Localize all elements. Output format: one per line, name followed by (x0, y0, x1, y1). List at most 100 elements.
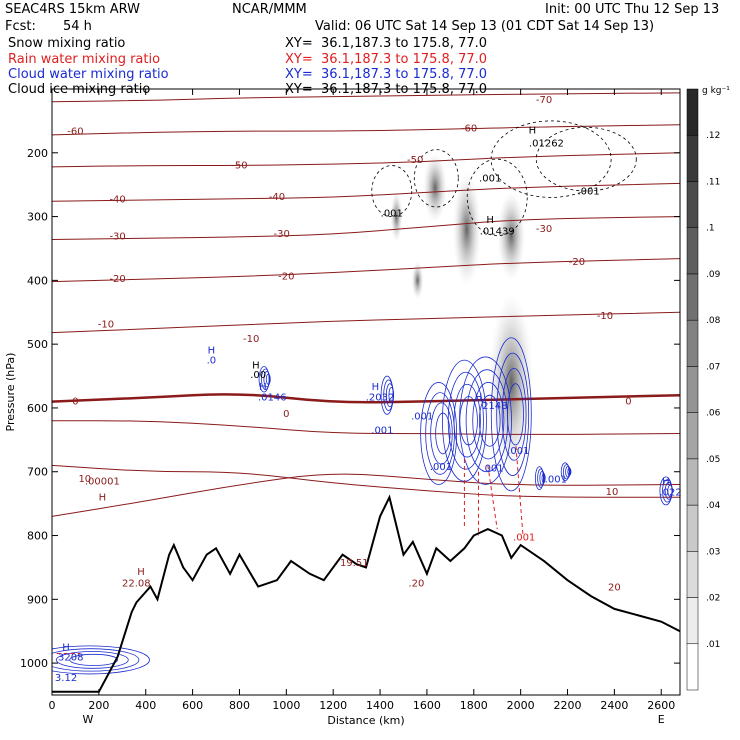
cloudwater-contour-7-0 (52, 645, 150, 675)
cloudwater-contour-3-3 (507, 383, 524, 446)
fcst-value: 54 h (63, 19, 92, 34)
annotation-17: H (475, 392, 483, 403)
endpoint-west: W (83, 713, 94, 726)
annotation-23: H (662, 476, 670, 487)
colorbar-segment-6 (686, 366, 699, 413)
annotation-32: H (529, 126, 537, 137)
annotation-8: .00 (250, 370, 266, 381)
x-tick-label-600: 600 (182, 699, 203, 712)
x-tick-label-1400: 1400 (366, 699, 394, 712)
init-time: Init: 00 UTC Thu 12 Sep 13 (545, 2, 720, 17)
colorbar-label-1: .02 (706, 594, 720, 604)
annotation-10: .0 (207, 355, 217, 366)
isotherm-label-2: -60 (461, 123, 477, 134)
isotherm-0 (52, 393, 680, 404)
x-tick-label-800: 800 (229, 699, 250, 712)
colorbar-segment-1 (686, 597, 699, 645)
x-tick-label-1200: 1200 (319, 699, 347, 712)
isotherm-extra-1 (52, 473, 680, 517)
colorbar-label-9: .1 (706, 224, 715, 234)
org-label: NCAR/MMM (232, 2, 307, 17)
colorbar-label-5: .06 (706, 409, 721, 419)
x-axis-title: Distance (km) (327, 714, 404, 727)
x-tick-label-2000: 2000 (507, 699, 535, 712)
isotherm-label-1: -60 (67, 126, 83, 137)
isotherm-label-13: -10 (98, 320, 114, 331)
annotation-28: .001 (381, 209, 403, 220)
annotation-16: .001 (411, 411, 433, 422)
isotherm-label-11: -20 (278, 271, 294, 282)
ice-contour-2 (466, 158, 528, 237)
y-tick-label-200: 200 (27, 147, 48, 160)
isotherm-label-10: -20 (109, 274, 125, 285)
isotherm-label-18: 0 (625, 396, 631, 407)
isotherm--50 (52, 152, 680, 168)
y-tick-label-600: 600 (27, 402, 48, 415)
rain-contour-2 (515, 446, 524, 536)
cloudwater-contour-3-1 (496, 352, 530, 476)
isotherm-label-3: -50 (231, 160, 247, 171)
shaded-blob-0 (423, 152, 448, 223)
isotherm-label-0: -70 (536, 95, 552, 106)
isotherm-label-21: 20 (608, 583, 621, 594)
colorbar-label-7: .08 (706, 316, 721, 326)
y-tick-label-500: 500 (27, 338, 48, 351)
cloudwater-contour-9-3 (541, 473, 546, 484)
field-xy-cloudwater: XY= 36.1,187.3 to 175.8, 77.0 (285, 67, 488, 82)
colorbar-segment-11 (686, 134, 699, 182)
x-tick-label-0: 0 (49, 699, 56, 712)
cloudwater-contour-9-2 (539, 470, 546, 486)
ice-contour-3 (490, 120, 612, 198)
colorbar-segment-2 (686, 551, 699, 598)
colorbar-segment-7 (686, 319, 699, 367)
colorbar-label-4: .05 (706, 455, 720, 465)
cloudwater-contour-5-0 (258, 366, 270, 393)
isotherm-label-8: -30 (273, 229, 289, 240)
cloudwater-contour-1-2 (453, 383, 481, 458)
cloudwater-contour-1-3 (459, 396, 478, 446)
x-tick-label-2600: 2600 (647, 699, 675, 712)
annotation-20: .001 (481, 464, 503, 475)
isotherm--30 (52, 216, 680, 241)
cloudwater-contour-8-2 (565, 465, 571, 478)
field-name-rain: Rain water mixing ratio (8, 52, 161, 67)
cloudwater-contour-9-0 (535, 466, 544, 490)
annotation-11: H (259, 382, 267, 393)
field-xy-rain: XY= 36.1,187.3 to 175.8, 77.0 (285, 52, 488, 67)
isotherm-label-20: 10 (606, 487, 619, 498)
annotation-2: H (137, 567, 145, 578)
rain-contour-3 (487, 465, 498, 530)
colorbar-segment-5 (686, 412, 699, 460)
y-tick-label-400: 400 (27, 274, 48, 287)
annotation-6: .001 (513, 533, 535, 544)
colorbar-segment-9 (686, 227, 699, 275)
annotation-18: 2148 (482, 401, 507, 412)
cloudwater-contour-5-2 (263, 371, 271, 388)
cloudwater-contour-1-1 (447, 371, 484, 470)
colorbar-label-0: .01 (706, 640, 720, 650)
cloudwater-contour-5-1 (261, 368, 270, 390)
annotation-13: H (372, 382, 380, 393)
isotherm--20 (52, 258, 680, 283)
field-xy-snow: XY= 36.1,187.3 to 175.8, 77.0 (285, 36, 488, 51)
field-name-snow: Snow mixing ratio (8, 36, 126, 51)
annotation-30: H (486, 215, 494, 226)
annotation-25: H (62, 642, 70, 653)
colorbar-label-8: .09 (706, 270, 721, 280)
ice-contour-4 (535, 126, 637, 192)
x-tick-label-1600: 1600 (413, 699, 441, 712)
isotherm-label-19: 10 (78, 474, 91, 485)
annotation-26: 3208 (58, 653, 83, 664)
cloudwater-contour-9-1 (537, 468, 545, 488)
annotation-33: .01262 (529, 138, 564, 149)
colorbar-segment-3 (686, 504, 699, 552)
cloudwater-contour-7-3 (69, 653, 119, 666)
cloudwater-contour-8-0 (560, 462, 570, 482)
annotation-24: .022 (659, 487, 681, 498)
isotherm--70 (52, 92, 680, 103)
annotation-22: .001 (545, 475, 567, 486)
y-tick-label-800: 800 (27, 530, 48, 543)
x-tick-label-200: 200 (88, 699, 109, 712)
annotation-0: H (99, 492, 107, 503)
